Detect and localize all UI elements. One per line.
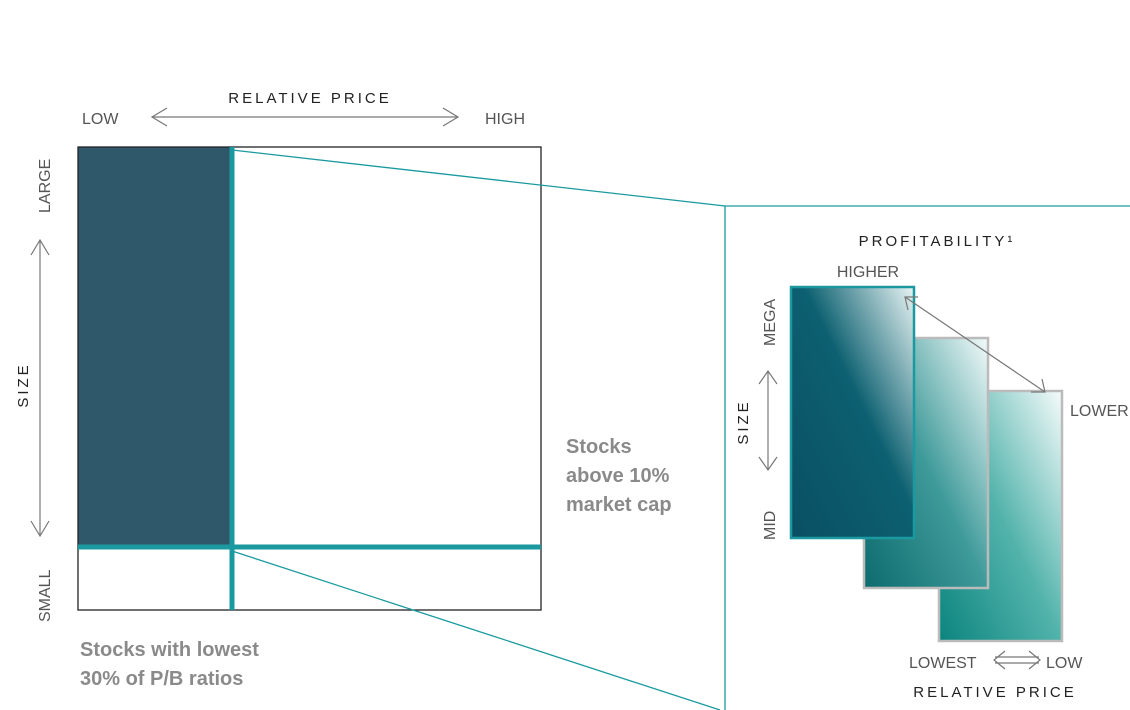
zoom-panel-frame: [724, 205, 1130, 710]
grid-frame: [77, 146, 542, 611]
svg-text:market cap: market cap: [566, 494, 672, 516]
low-label: LOW: [1046, 655, 1083, 672]
x-axis-low-label: LOW: [82, 111, 119, 128]
lowest-pb-column: [78, 147, 232, 547]
svg-text:30% of P/B ratios: 30% of P/B ratios: [80, 668, 243, 690]
double-arrow-icon: [150, 107, 460, 127]
y-axis-small-label: SMALL: [37, 569, 54, 622]
double-arrow-icon: [758, 369, 778, 472]
profitability-title: PROFITABILITY¹: [859, 233, 1016, 250]
market-cap-callout: Stocks above 10% market cap: [566, 436, 672, 516]
lowest-label: LOWEST: [909, 655, 977, 672]
zoom-connector-top: [231, 149, 726, 207]
zoom-connector-bottom: [231, 550, 721, 710]
x-axis-high-label: HIGH: [485, 111, 525, 128]
lower-label: LOWER: [1070, 403, 1129, 420]
double-arrow-icon: [30, 238, 50, 538]
double-arrow-icon: [993, 650, 1041, 670]
mid-label: MID: [762, 511, 779, 540]
y-axis-large-label: LARGE: [37, 159, 54, 213]
size-axis-title: SIZE: [15, 362, 32, 407]
svg-text:Stocks: Stocks: [566, 436, 632, 458]
svg-text:above 10%: above 10%: [566, 465, 670, 487]
right-price-axis-title: RELATIVE PRICE: [913, 684, 1076, 701]
high-profitability-card: [789, 285, 916, 540]
pb-ratio-callout: Stocks with lowest 30% of P/B ratios: [80, 639, 259, 690]
right-size-axis-title: SIZE: [735, 399, 752, 444]
higher-label: HIGHER: [837, 264, 899, 281]
left-grid: [77, 146, 542, 611]
svg-text:Stocks with lowest: Stocks with lowest: [80, 639, 259, 661]
mega-label: MEGA: [762, 299, 779, 346]
double-arrow-icon: [904, 296, 1046, 393]
relative-price-axis-title: RELATIVE PRICE: [228, 90, 391, 107]
